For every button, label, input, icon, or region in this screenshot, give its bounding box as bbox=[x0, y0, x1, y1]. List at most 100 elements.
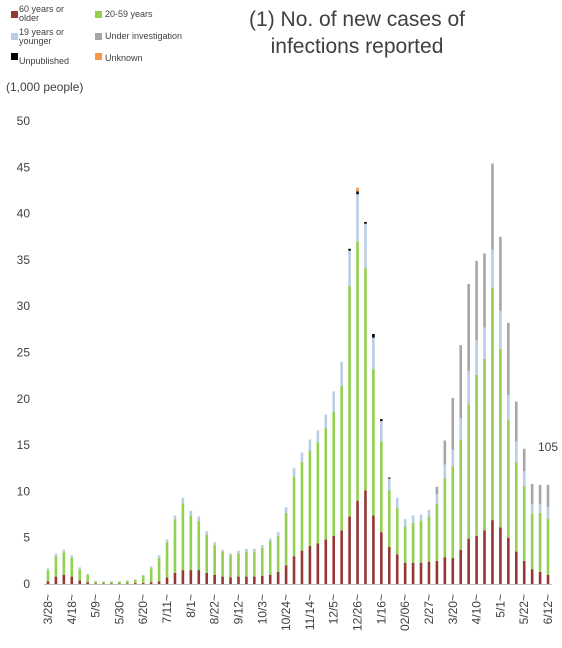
bar-segment-unpub bbox=[372, 334, 375, 338]
x-tick-label: 12/26~ bbox=[351, 594, 365, 631]
bar-segment-60+ bbox=[388, 547, 391, 584]
bar-segment-20-59 bbox=[293, 477, 296, 557]
bar-segment-20-59 bbox=[523, 486, 526, 561]
bar-segment-19- bbox=[515, 441, 518, 461]
y-tick-label: 0 bbox=[23, 577, 30, 591]
bar-segment-19- bbox=[118, 581, 121, 582]
y-tick-label: 45 bbox=[17, 160, 31, 174]
bar-segment-unpub bbox=[348, 249, 351, 251]
bar-segment-20-59 bbox=[340, 386, 343, 530]
bar-segment-19- bbox=[269, 539, 272, 542]
bar-segment-19- bbox=[388, 478, 391, 490]
bar-segment-60+ bbox=[221, 577, 224, 584]
bar-segment-unpub bbox=[364, 222, 367, 224]
bar-segment-19- bbox=[491, 250, 494, 288]
x-tick-label: 1/16~ bbox=[374, 594, 388, 624]
bar-segment-19- bbox=[499, 311, 502, 349]
y-tick-label: 5 bbox=[23, 531, 30, 545]
x-tick-label: 7/11~ bbox=[160, 594, 174, 623]
bar-segment-20-59 bbox=[547, 518, 550, 574]
y-axis-unit-label: (1,000 people) bbox=[6, 80, 83, 94]
bar-segment-inv bbox=[507, 323, 510, 395]
bar-segment-60+ bbox=[340, 530, 343, 584]
legend-swatch-unpublished bbox=[11, 53, 18, 60]
bar-segment-60+ bbox=[507, 538, 510, 584]
bar-segment-60+ bbox=[158, 581, 161, 584]
bar-segment-20-59 bbox=[237, 553, 240, 576]
bar-segment-60+ bbox=[491, 520, 494, 584]
bar-segment-19- bbox=[285, 507, 288, 513]
bar-segment-20-59 bbox=[332, 412, 335, 536]
bar-segment-20-59 bbox=[420, 521, 423, 563]
x-tick-label: 3/20~ bbox=[446, 594, 460, 624]
bar-segment-19- bbox=[229, 553, 232, 555]
legend-label-20-59: 20-59 years bbox=[105, 10, 153, 19]
y-tick-label: 25 bbox=[17, 346, 31, 360]
bar-segment-19- bbox=[348, 251, 351, 286]
bar-segment-inv bbox=[467, 284, 470, 371]
bar-segment-60+ bbox=[332, 536, 335, 584]
bar-segment-20-59 bbox=[142, 576, 145, 583]
bar-segment-20-59 bbox=[110, 582, 113, 584]
bar-segment-19- bbox=[174, 515, 177, 519]
bar-segment-20-59 bbox=[174, 519, 177, 573]
bar-segment-60+ bbox=[309, 546, 312, 584]
bar-segment-20-59 bbox=[245, 552, 248, 577]
bar-segment-60+ bbox=[483, 530, 486, 584]
bar-segment-20-59 bbox=[197, 521, 200, 570]
bar-segment-20-59 bbox=[94, 581, 97, 583]
bar-segment-60+ bbox=[269, 575, 272, 584]
bar-segment-60+ bbox=[253, 577, 256, 584]
bar-segment-20-59 bbox=[436, 503, 439, 560]
bar-segment-60+ bbox=[134, 583, 137, 584]
x-tick-label: 10/3~ bbox=[255, 594, 269, 624]
bar-segment-20-59 bbox=[317, 442, 320, 543]
bar-segment-20-59 bbox=[118, 582, 121, 584]
bar-segment-19- bbox=[475, 340, 478, 374]
bar-segment-19- bbox=[182, 498, 185, 504]
bar-segment-19- bbox=[47, 568, 50, 570]
bar-segment-20-59 bbox=[190, 515, 193, 570]
legend-label-line: Unpublished bbox=[19, 57, 69, 66]
bar-segment-inv bbox=[499, 237, 502, 311]
bar-segment-20-59 bbox=[388, 490, 391, 546]
bar-segment-inv bbox=[547, 485, 550, 507]
bar-segment-20-59 bbox=[451, 466, 454, 558]
legend-label-60-plus: 60 years or older bbox=[19, 5, 64, 23]
bar-segment-60+ bbox=[213, 575, 216, 584]
bar-segment-19- bbox=[531, 504, 534, 513]
bar-segment-inv bbox=[475, 261, 478, 341]
bar-segment-19- bbox=[317, 430, 320, 442]
bar-segment-20-59 bbox=[134, 580, 137, 583]
bar-segment-60+ bbox=[444, 557, 447, 584]
bar-segment-20-59 bbox=[261, 548, 264, 576]
x-tick-label: 5/1~ bbox=[493, 594, 507, 618]
chart-title-line: infections reported bbox=[212, 33, 502, 60]
bar-segment-19- bbox=[221, 550, 224, 552]
bar-segment-19- bbox=[467, 371, 470, 404]
bar-segment-19- bbox=[507, 395, 510, 420]
bar-segment-60+ bbox=[47, 581, 50, 584]
y-tick-label: 40 bbox=[17, 207, 31, 221]
y-tick-label: 50 bbox=[17, 114, 31, 128]
bar-segment-20-59 bbox=[372, 369, 375, 515]
bar-segment-20-59 bbox=[531, 514, 534, 570]
bar-segment-20-59 bbox=[301, 462, 304, 551]
bar-segment-60+ bbox=[190, 570, 193, 584]
annotation-label: 105 bbox=[538, 440, 558, 454]
bar-segment-19- bbox=[86, 574, 89, 575]
bar-segment-inv bbox=[451, 398, 454, 450]
bar-segment-60+ bbox=[301, 551, 304, 584]
bar-segment-20-59 bbox=[475, 375, 478, 536]
bar-segment-60+ bbox=[364, 490, 367, 584]
legend-swatch-60-plus bbox=[11, 11, 18, 18]
bar-segment-19- bbox=[245, 549, 248, 552]
bar-segment-60+ bbox=[547, 575, 550, 584]
bar-segment-20-59 bbox=[309, 451, 312, 546]
x-tick-label: 10/24~ bbox=[279, 594, 293, 631]
bar-segment-20-59 bbox=[324, 428, 327, 539]
bar-segment-19- bbox=[166, 540, 169, 543]
bar-segment-60+ bbox=[78, 580, 81, 584]
bar-segment-19- bbox=[444, 465, 447, 479]
